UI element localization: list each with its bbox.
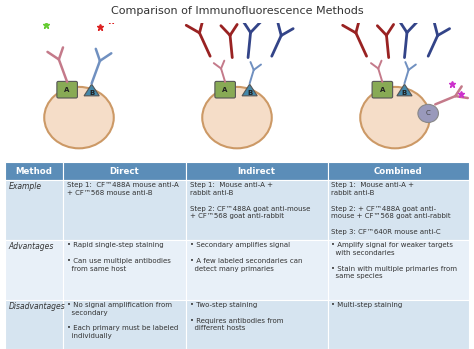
Circle shape bbox=[360, 87, 430, 148]
Text: Example: Example bbox=[9, 182, 42, 191]
FancyBboxPatch shape bbox=[5, 180, 63, 240]
FancyBboxPatch shape bbox=[186, 300, 328, 349]
FancyBboxPatch shape bbox=[186, 240, 328, 300]
FancyBboxPatch shape bbox=[328, 240, 469, 300]
Text: Indirect: Indirect bbox=[238, 167, 276, 176]
Text: • Multi-step staining: • Multi-step staining bbox=[331, 302, 402, 308]
FancyBboxPatch shape bbox=[372, 81, 392, 98]
Text: Step 1:  Mouse anti-A +
rabbit anti-B

Step 2: CF™488A goat anti-mouse
+ CF™568 : Step 1: Mouse anti-A + rabbit anti-B Ste… bbox=[190, 182, 310, 219]
FancyBboxPatch shape bbox=[186, 180, 328, 240]
Circle shape bbox=[44, 87, 114, 148]
Text: Method: Method bbox=[15, 167, 52, 176]
FancyBboxPatch shape bbox=[63, 180, 186, 240]
Text: Combined: Combined bbox=[374, 167, 423, 176]
Polygon shape bbox=[242, 84, 257, 96]
FancyBboxPatch shape bbox=[215, 81, 236, 98]
FancyBboxPatch shape bbox=[186, 162, 328, 180]
FancyBboxPatch shape bbox=[63, 240, 186, 300]
Text: Direct: Direct bbox=[109, 167, 139, 176]
Circle shape bbox=[418, 104, 438, 122]
Text: • Rapid single-step staining

• Can use multiple antibodies
  from same host: • Rapid single-step staining • Can use m… bbox=[66, 242, 170, 272]
Text: Comparison of Immunofluorescence Methods: Comparison of Immunofluorescence Methods bbox=[111, 6, 363, 16]
Text: A: A bbox=[222, 87, 228, 93]
Circle shape bbox=[202, 87, 272, 148]
FancyBboxPatch shape bbox=[5, 240, 63, 300]
FancyBboxPatch shape bbox=[57, 81, 77, 98]
FancyBboxPatch shape bbox=[5, 162, 63, 180]
Text: • Amplify signal for weaker targets
  with secondaries

• Stain with multiple pr: • Amplify signal for weaker targets with… bbox=[331, 242, 457, 279]
Text: • Secondary amplifies signal

• A few labeled secondaries can
  detect many prim: • Secondary amplifies signal • A few lab… bbox=[190, 242, 302, 272]
FancyBboxPatch shape bbox=[5, 300, 63, 349]
Text: Step 1:  Mouse anti-A +
rabbit anti-B

Step 2: + CF™488A goat anti-
mouse + CF™5: Step 1: Mouse anti-A + rabbit anti-B Ste… bbox=[331, 182, 451, 235]
Text: • Two-step staining

• Requires antibodies from
  different hosts: • Two-step staining • Requires antibodie… bbox=[190, 302, 283, 332]
FancyBboxPatch shape bbox=[328, 180, 469, 240]
Text: Disadvantages: Disadvantages bbox=[9, 302, 65, 311]
Polygon shape bbox=[84, 84, 99, 96]
Text: A: A bbox=[64, 87, 70, 93]
Text: Step 1:  CF™488A mouse anti-A
+ CF™568 mouse anti-B: Step 1: CF™488A mouse anti-A + CF™568 mo… bbox=[66, 182, 178, 196]
Text: C: C bbox=[426, 110, 430, 117]
Text: B: B bbox=[247, 90, 252, 96]
Text: Advantages: Advantages bbox=[9, 242, 54, 251]
FancyBboxPatch shape bbox=[63, 300, 186, 349]
Polygon shape bbox=[397, 84, 412, 96]
Text: B: B bbox=[89, 90, 94, 96]
FancyBboxPatch shape bbox=[328, 300, 469, 349]
Text: B: B bbox=[402, 90, 407, 96]
Text: A: A bbox=[380, 87, 385, 93]
FancyBboxPatch shape bbox=[328, 162, 469, 180]
FancyBboxPatch shape bbox=[63, 162, 186, 180]
Text: • No signal amplification from
  secondary

• Each primary must be labeled
  ind: • No signal amplification from secondary… bbox=[66, 302, 178, 339]
